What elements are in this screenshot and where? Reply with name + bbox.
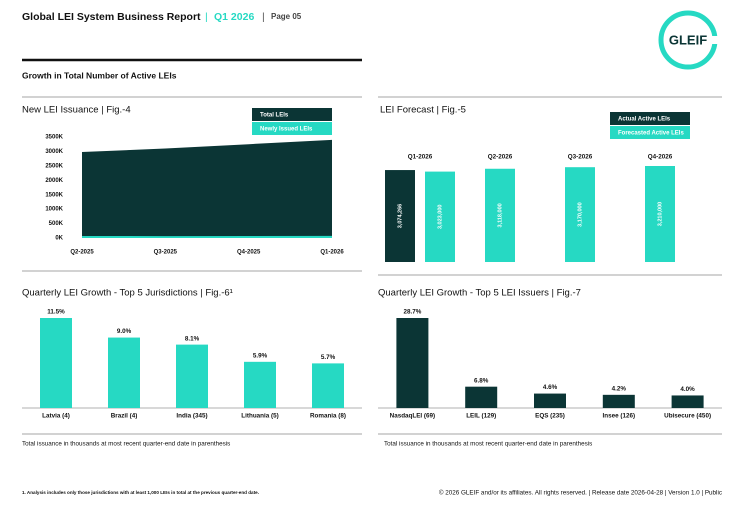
x-tick-label: EQS (235) <box>535 413 565 420</box>
logo-gap <box>708 36 720 44</box>
section-title: Growth in Total Number of Active LEIs <box>22 70 177 80</box>
value-label: 3,074,266 <box>397 204 403 228</box>
bar <box>425 171 455 262</box>
y-tick-label: 2000K <box>45 178 63 184</box>
area <box>82 139 332 238</box>
legend-label: Actual Active LEIs <box>618 117 671 123</box>
value-label: 8.1% <box>185 335 200 342</box>
bar <box>534 393 566 408</box>
y-tick-label: 3000K <box>45 149 63 155</box>
bar <box>602 394 635 408</box>
area <box>82 235 332 238</box>
value-label: 3,170,000 <box>577 202 583 226</box>
bar <box>108 337 140 408</box>
x-tick-label: Insee (126) <box>603 413 636 420</box>
x-tick-label: Q1-2026 <box>408 154 433 161</box>
x-tick-label: Q2-2026 <box>488 154 513 161</box>
x-tick-label: Q2-2025 <box>70 250 94 256</box>
y-tick-label: 2500K <box>45 163 63 169</box>
chart-title: New LEI Issuance | Fig.-4 <box>22 105 131 116</box>
report-title: Global LEI System Business Report <box>22 11 201 23</box>
bar <box>244 361 276 408</box>
x-tick-label: NasdaqLEI (69) <box>390 413 436 420</box>
page-number: Page 05 <box>271 12 302 21</box>
x-tick-label: Latvia (4) <box>42 413 70 420</box>
value-label: 3,023,000 <box>437 205 443 229</box>
bar <box>176 344 208 408</box>
y-tick-label: 500K <box>49 221 64 227</box>
x-tick-label: Brazil (4) <box>111 413 138 420</box>
legend-swatch <box>252 108 332 121</box>
x-tick-label: Q4-2026 <box>648 154 673 161</box>
legend-label: Newly Issued LEIs <box>260 127 313 133</box>
legend-label: Total LEIs <box>260 113 289 119</box>
value-label: 5.9% <box>253 352 268 359</box>
y-tick-label: 0K <box>55 236 63 242</box>
x-tick-label: Romania (8) <box>310 413 346 420</box>
x-tick-label: LEIL (129) <box>466 413 496 420</box>
bar <box>671 395 704 408</box>
legend-swatch <box>610 126 690 139</box>
chart-note: Total issuance in thousands at most rece… <box>22 441 230 448</box>
y-tick-label: 1000K <box>45 207 63 213</box>
bar <box>385 170 415 262</box>
x-tick-label: India (345) <box>176 413 207 420</box>
value-label: 11.5% <box>47 309 65 316</box>
legend-swatch <box>252 122 332 135</box>
bar <box>645 166 675 262</box>
value-label: 3,210,000 <box>657 202 663 226</box>
bar <box>565 167 595 262</box>
bar <box>465 386 498 408</box>
footnote: 1. Analysis includes only those jurisdic… <box>22 490 259 495</box>
value-label: 28.7% <box>403 309 421 316</box>
value-label: 9.0% <box>117 328 132 335</box>
separator: | <box>205 11 208 23</box>
value-label: 4.0% <box>680 386 695 393</box>
x-tick-label: Q3-2025 <box>154 250 178 256</box>
x-tick-label: Ubisecure (450) <box>664 413 711 420</box>
bar <box>40 318 72 408</box>
chart-title: LEI Forecast | Fig.-5 <box>380 105 466 116</box>
value-label: 5.7% <box>321 354 336 361</box>
chart-title: Quarterly LEI Growth - Top 5 LEI Issuers… <box>378 288 581 299</box>
y-tick-label: 1500K <box>45 192 63 198</box>
legend-label: Forecasted Active LEIs <box>618 131 684 137</box>
bar <box>312 363 344 408</box>
legend-swatch <box>610 112 690 125</box>
value-label: 4.2% <box>612 386 627 393</box>
logo-text: GLEIF <box>669 32 707 47</box>
chart-title: Quarterly LEI Growth - Top 5 Jurisdictio… <box>22 288 233 299</box>
x-tick-label: Q3-2026 <box>568 154 593 161</box>
y-tick-label: 3500K <box>45 135 63 141</box>
value-label: 6.8% <box>474 377 489 384</box>
bar <box>396 318 429 408</box>
x-tick-label: Q4-2025 <box>237 250 261 256</box>
x-tick-label: Lithuania (5) <box>241 413 278 420</box>
report-period: Q1 2026 <box>214 11 254 23</box>
separator: | <box>262 11 265 23</box>
chart-note: Total issuance in thousands at most rece… <box>384 441 592 448</box>
value-label: 4.6% <box>543 384 558 391</box>
footer: © 2026 GLEIF and/or its affiliates. All … <box>439 489 722 497</box>
x-tick-label: Q1-2026 <box>320 250 344 256</box>
bar <box>485 168 515 262</box>
value-label: 3,118,000 <box>497 203 503 227</box>
